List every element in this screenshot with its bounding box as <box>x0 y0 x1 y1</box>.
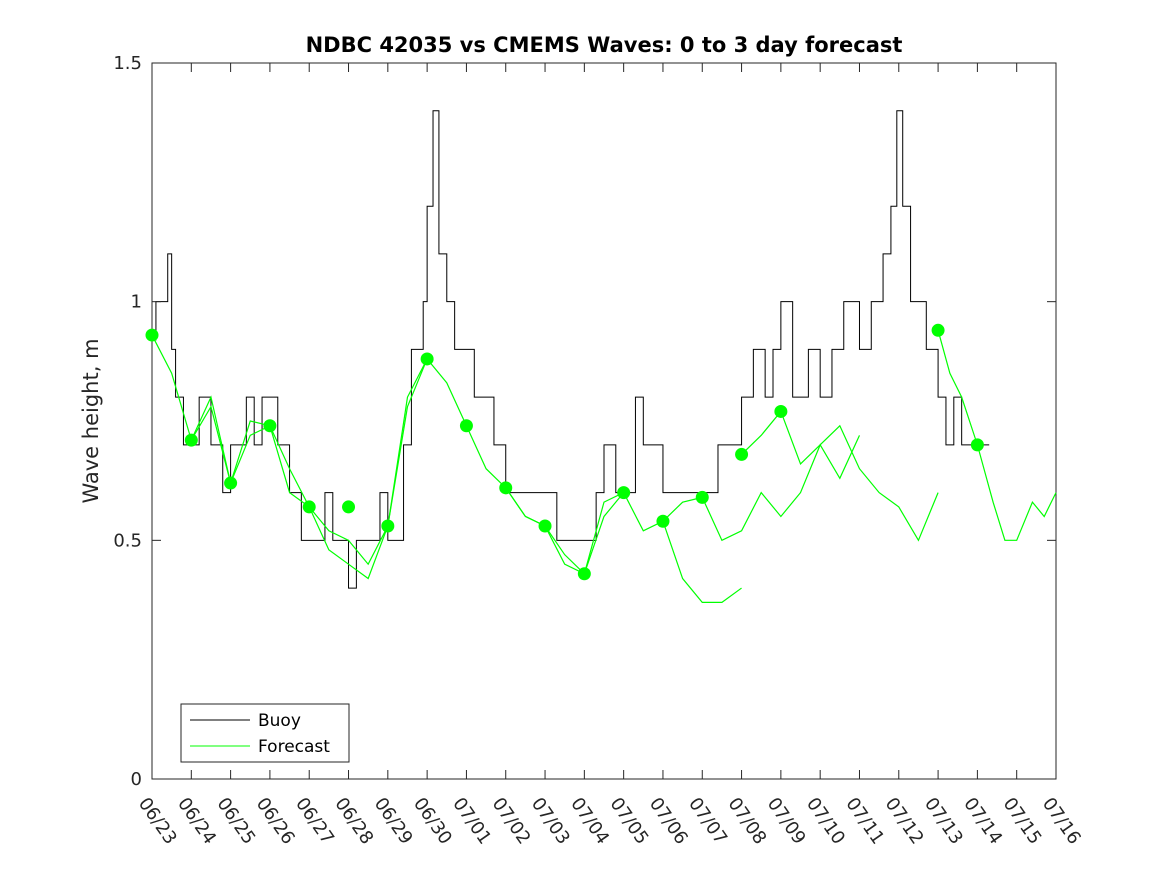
forecast-marker <box>459 419 473 433</box>
forecast-marker <box>774 404 788 418</box>
buoy-series-line <box>152 110 990 589</box>
forecast-marker <box>617 486 631 500</box>
legend-forecast-label: Forecast <box>258 737 330 757</box>
forecast-marker <box>735 447 749 461</box>
plot-area <box>151 62 1057 780</box>
forecast-marker <box>184 433 198 447</box>
forecast-marker <box>342 500 356 514</box>
forecast-marker <box>931 323 945 337</box>
forecast-run-line <box>662 435 861 542</box>
forecast-marker <box>224 476 238 490</box>
forecast-marker <box>499 481 513 495</box>
forecast-run-line <box>741 410 939 542</box>
forecast-run-line <box>937 330 1057 541</box>
forecast-marker <box>656 514 670 528</box>
y-tick-label: 0 <box>131 769 142 790</box>
forecast-marker <box>577 567 591 581</box>
forecast-marker <box>263 419 277 433</box>
forecast-markers <box>145 323 984 581</box>
y-tick-label: 1 <box>131 292 142 313</box>
forecast-marker <box>302 500 316 514</box>
legend-box <box>180 703 350 763</box>
chart-title: NDBC 42035 vs CMEMS Waves: 0 to 3 day fo… <box>306 33 903 57</box>
forecast-marker <box>381 519 395 533</box>
y-axis-label: Wave height, m <box>79 338 103 503</box>
y-tick-label: 1.5 <box>113 53 142 74</box>
forecast-marker <box>970 438 984 452</box>
forecast-marker <box>420 352 434 366</box>
forecast-marker <box>538 519 552 533</box>
forecast-marker <box>145 328 159 342</box>
forecast-marker <box>695 490 709 504</box>
legend: Buoy Forecast <box>180 703 350 763</box>
y-tick-label: 0.5 <box>113 530 142 551</box>
legend-buoy-label: Buoy <box>258 711 301 731</box>
